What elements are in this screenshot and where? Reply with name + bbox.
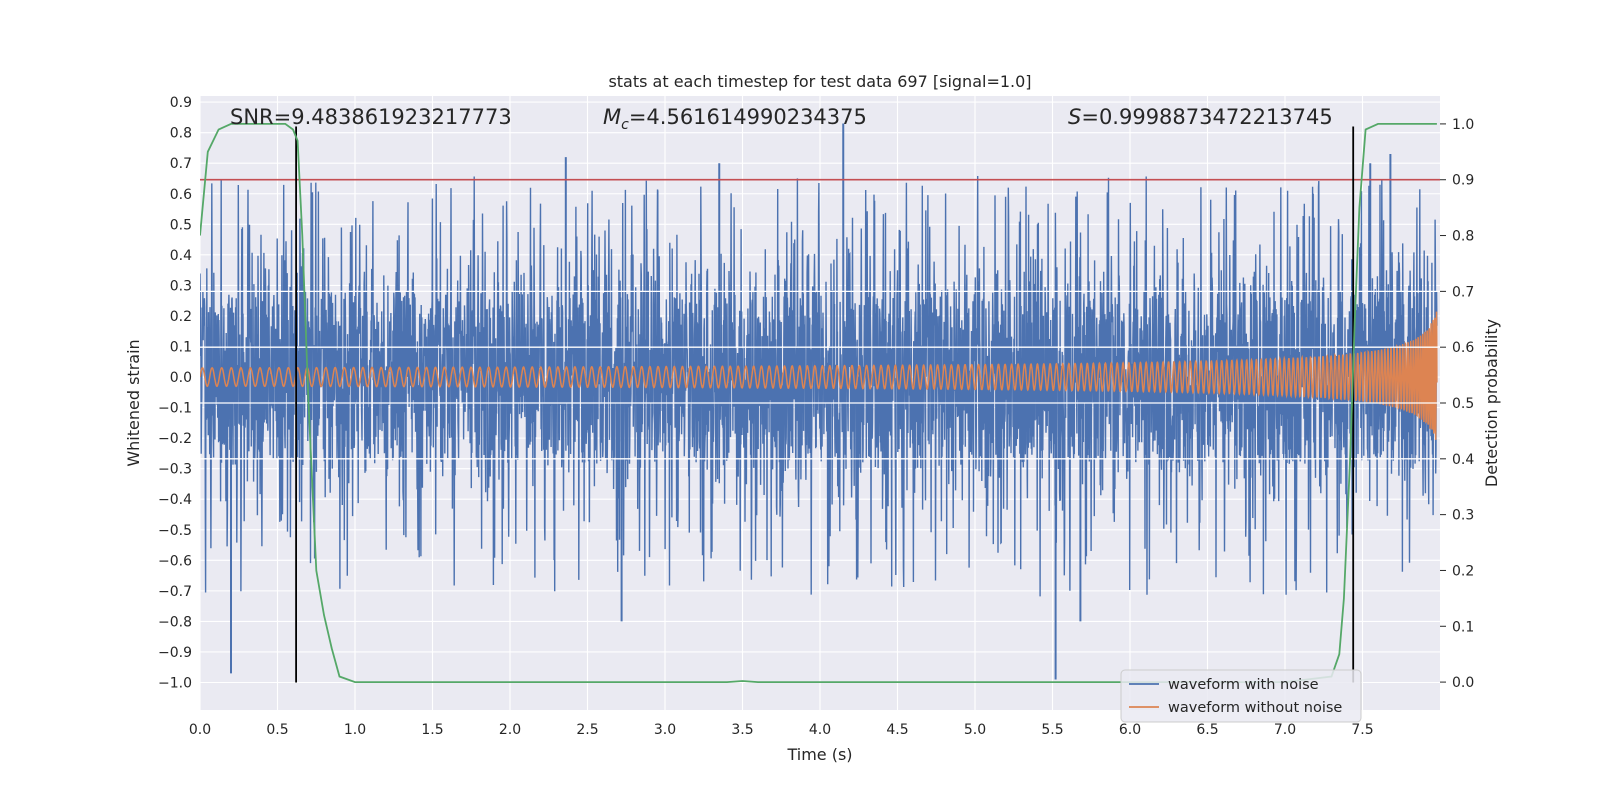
legend-label-waveform-without-noise: waveform without noise	[1168, 700, 1342, 716]
score-value: =0.9998873472213745	[1081, 105, 1332, 129]
y-tick-label: −0.8	[158, 614, 192, 630]
y-tick-label: 0.1	[170, 339, 192, 355]
y-tick-label: −0.2	[158, 431, 192, 447]
chart-title: stats at each timestep for test data 697…	[608, 72, 1031, 91]
y2-tick-label: 0.1	[1452, 619, 1474, 635]
x-tick-label: 0.0	[189, 722, 211, 738]
x-tick-label: 2.0	[499, 722, 521, 738]
y-tick-label: −0.5	[158, 523, 192, 539]
chirp-mass-symbol: M	[603, 105, 621, 129]
y2-tick-label: 0.6	[1452, 340, 1474, 356]
chirp-mass-annotation: Mc=4.561614990234375	[603, 105, 867, 133]
chirp-mass-subscript: c	[621, 117, 629, 133]
y-tick-label: 0.0	[170, 370, 192, 386]
y2-tick-label: 0.2	[1452, 563, 1474, 579]
snr-annotation: SNR=9.483861923217773	[230, 105, 512, 129]
score-symbol: S	[1068, 105, 1081, 129]
x-tick-label: 5.5	[1041, 722, 1063, 738]
detection-probability-line	[200, 123, 1437, 683]
y-tick-label: −1.0	[158, 676, 192, 692]
y-tick-label: −0.3	[158, 462, 192, 478]
x-tick-label: 2.5	[576, 722, 598, 738]
x-tick-label: 6.0	[1119, 722, 1141, 738]
y-tick-label: −0.4	[158, 492, 192, 508]
waveform-without-noise-line	[200, 311, 1438, 440]
x-tick-label: 5.0	[964, 722, 986, 738]
score-annotation: S=0.9998873472213745	[1068, 105, 1333, 129]
legend-label-waveform-with-noise: waveform with noise	[1168, 677, 1319, 693]
y-tick-label: 0.9	[170, 95, 192, 111]
y-tick-label: 0.3	[170, 278, 192, 294]
y2-tick-label: 0.4	[1452, 452, 1474, 468]
x-tick-label: 3.5	[731, 722, 753, 738]
x-axis-label: Time (s)	[786, 745, 852, 764]
y2-tick-label: 1.0	[1452, 117, 1474, 133]
y-tick-label: 0.8	[170, 126, 192, 142]
overlay-lines	[200, 126, 1440, 683]
waveform-with-noise-series	[200, 123, 1438, 680]
legend-box	[1120, 669, 1362, 723]
x-tick-label: 1.0	[344, 722, 366, 738]
y-tick-label: −0.1	[158, 401, 192, 417]
y2-tick-label: 0.0	[1452, 675, 1474, 691]
y-tick-label: 0.5	[170, 217, 192, 233]
y-tick-label: −0.7	[158, 584, 192, 600]
y2-tick-label: 0.9	[1452, 173, 1474, 189]
legend: waveform with noise waveform without noi…	[1120, 669, 1362, 723]
y-tick-label: −0.9	[158, 645, 192, 661]
chirp-mass-value: =4.561614990234375	[629, 105, 867, 129]
x-tick-label: 0.5	[266, 722, 288, 738]
y2-tick-label: 0.8	[1452, 229, 1474, 245]
x-tick-label: 1.5	[421, 722, 443, 738]
y-axis-label: Whitened strain	[124, 339, 143, 466]
detection-probability-series	[200, 123, 1437, 683]
x-tick-label: 3.0	[654, 722, 676, 738]
y2-axis-label: Detection probability	[1482, 319, 1501, 487]
y-tick-label: 0.6	[170, 187, 192, 203]
y2-tick-label: 0.7	[1452, 284, 1474, 300]
waveform-with-noise-line	[200, 175, 1438, 597]
y-tick-label: −0.6	[158, 553, 192, 569]
x-tick-label: 7.0	[1274, 722, 1296, 738]
y2-tick-label: 0.3	[1452, 508, 1474, 524]
y-tick-label: 0.2	[170, 309, 192, 325]
axes: 0.0 0.5 1.0 1.5 2.0 2.5 3.0 3.5 4.0 4.5 5.0 5.5 6.0 6…	[158, 95, 1474, 738]
waveform-without-noise-series	[200, 311, 1438, 440]
x-tick-label: 6.5	[1196, 722, 1218, 738]
y2-tick-label: 0.5	[1452, 396, 1474, 412]
x-tick-label: 4.0	[809, 722, 831, 738]
x-tick-label: 4.5	[886, 722, 908, 738]
x-tick-label: 7.5	[1351, 722, 1373, 738]
y-tick-label: 0.4	[170, 248, 192, 264]
y-tick-label: 0.7	[170, 156, 192, 172]
